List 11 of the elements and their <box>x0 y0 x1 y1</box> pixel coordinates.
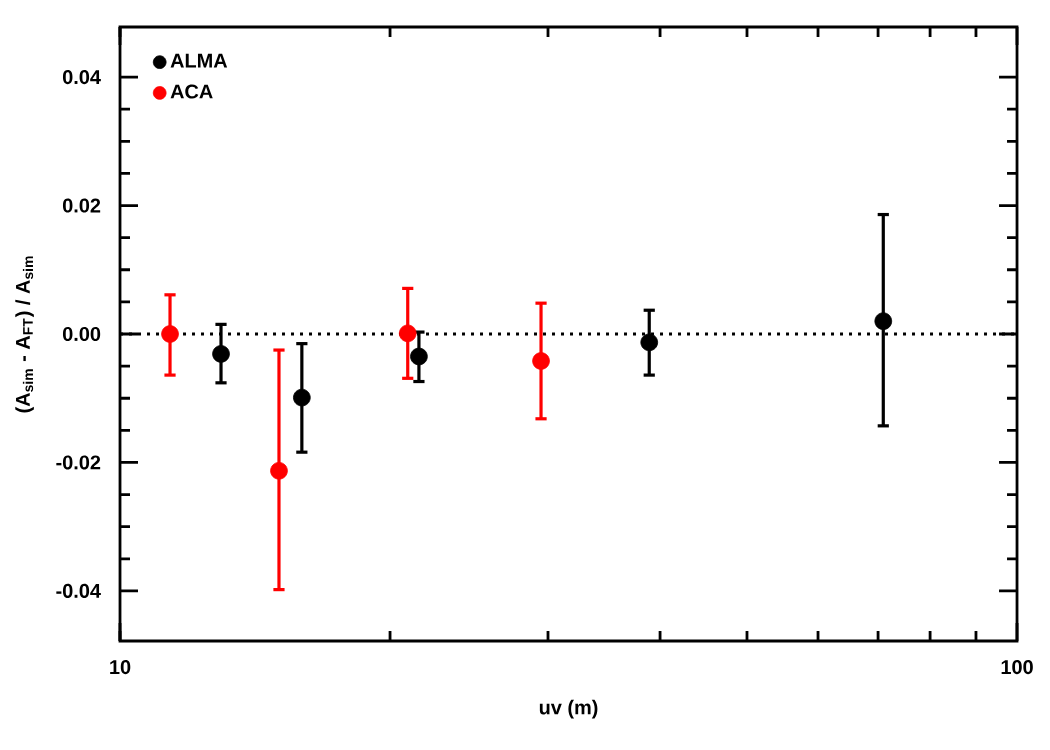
y-tick-label: 0.04 <box>62 70 101 85</box>
legend-label: ALMA <box>170 53 228 68</box>
y-tick-label: -0.02 <box>56 455 101 470</box>
legend-label: ACA <box>170 84 213 99</box>
y-tick-label: -0.04 <box>56 583 101 598</box>
x-tick-label: 10 <box>110 660 131 675</box>
x-tick-label: 100 <box>1001 660 1033 675</box>
y-axis-title: (A$_{sim}$ - A$_{FT}$) / A$_{sim}$ <box>15 256 34 413</box>
x-axis-title: uv (m) <box>539 699 598 719</box>
y-tick-label: 0.00 <box>62 326 101 342</box>
y-tick-label: 0.02 <box>62 198 101 213</box>
